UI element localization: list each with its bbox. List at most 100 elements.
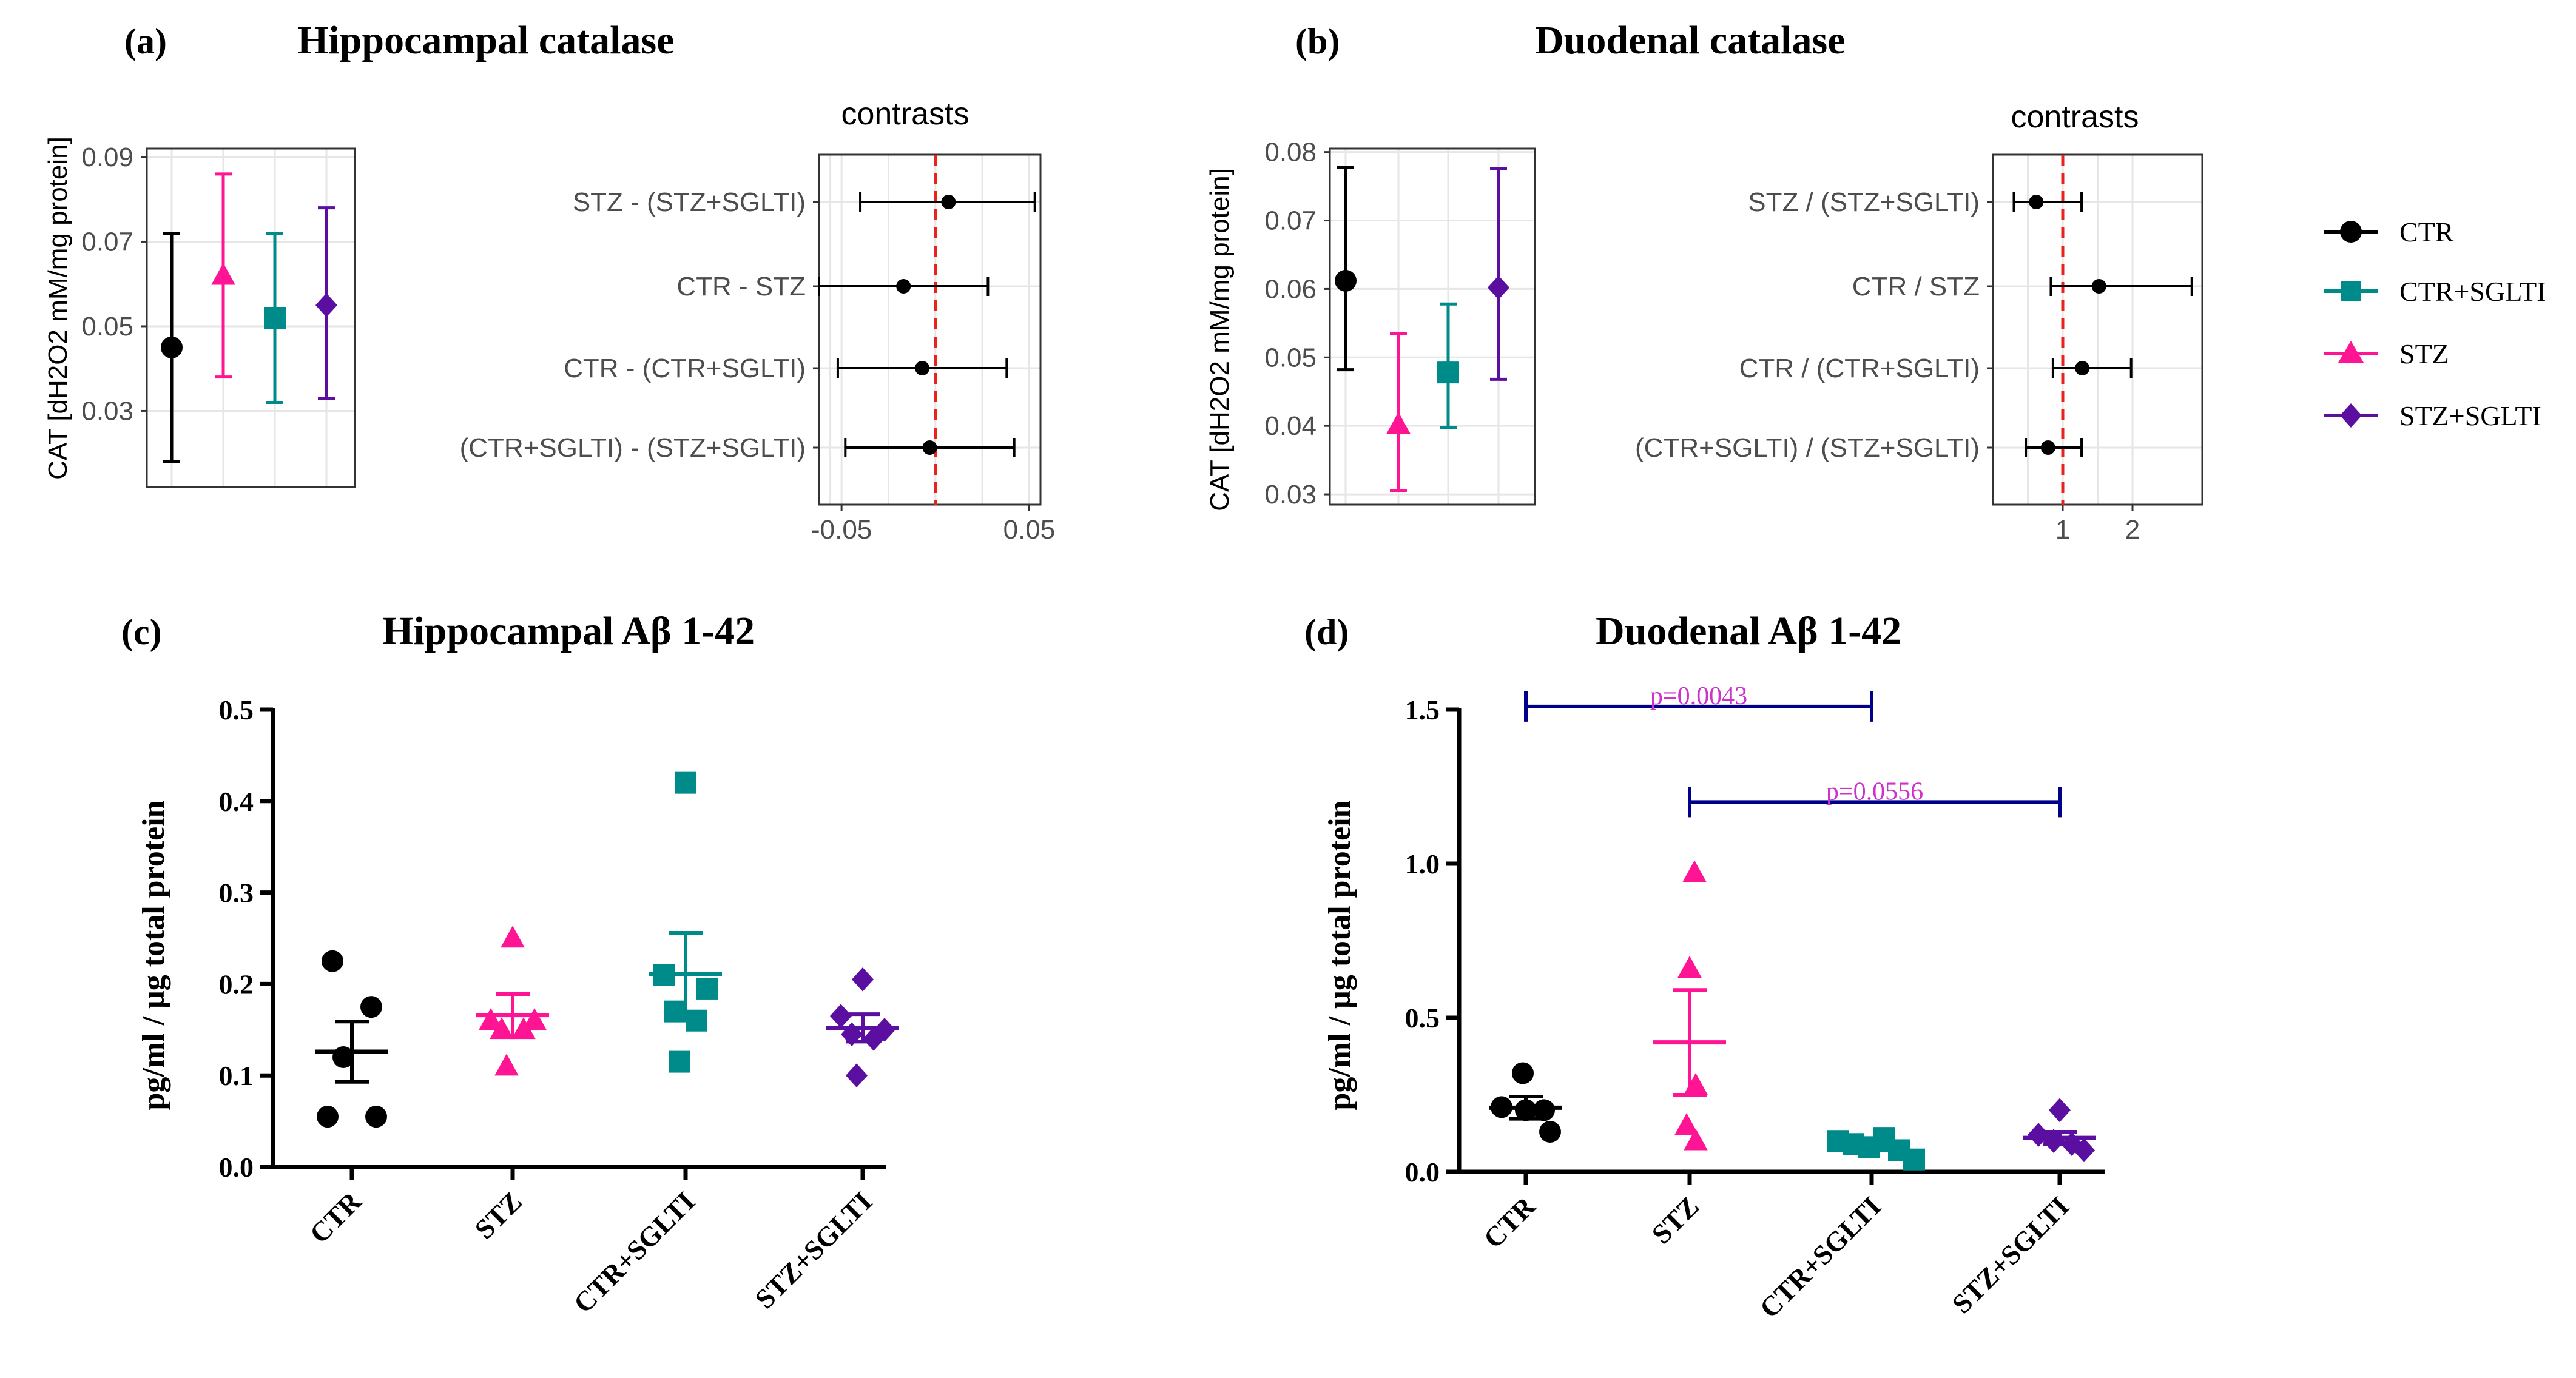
panel-c-y-tick-label: 0.3: [219, 878, 254, 909]
contrasts-a-title: contrasts: [841, 96, 969, 132]
panel-a-estimate-ctr-ctr-sglti: [915, 361, 930, 375]
panel-d-point-stz-sglti: [2049, 1098, 2071, 1123]
plots: 0.03 0.05 0.07 0.09 -0.05 0.05 STZ - (STZ+SGLT…: [81, 138, 2203, 1324]
panel-c-point-ctr-sglti: [675, 771, 696, 794]
contrasts-b-title: contrasts: [2011, 99, 2139, 135]
panel-c-point-stz: [522, 1008, 547, 1030]
panel-d-point-stz: [1677, 956, 1702, 978]
panel-c-y-tick-label: 0.2: [219, 969, 254, 1000]
panel-d-x-tick-label-ctr-sglti: CTR+SGLTI: [1753, 1191, 1887, 1324]
panel-c-x-tick-label-ctr-sglti: CTR+SGLTI: [567, 1186, 701, 1319]
legend-marker-stz: [2338, 341, 2364, 363]
panel-c-label: (c): [121, 612, 162, 652]
panel-c-point-ctr-sglti: [686, 1009, 707, 1032]
panel-a-row-label-stz-stz-sglti: STZ - (STZ+SGLTI): [573, 187, 806, 217]
panel-a-y-title: CAT [dH2O2 mM/mg protein]: [43, 136, 73, 480]
panel-b-mean-ctr-sglti: [1437, 361, 1459, 384]
panel-c-title: Hippocampal Aβ 1-42: [382, 609, 755, 653]
panel-b-y-tick-label: 0.03: [1264, 480, 1317, 509]
panel-c-x-tick-label-stz-sglti: STZ+SGLTI: [749, 1186, 878, 1315]
panel-d-y-tick-label: 1.0: [1405, 849, 1440, 879]
panel-a-row-label-ctr-sglti-stz-sglti: (CTR+SGLTI) - (STZ+SGLTI): [460, 433, 806, 463]
panel-c-point-ctr: [365, 1106, 387, 1128]
panel-d-x-tick-label-stz-sglti: STZ+SGLTI: [1946, 1191, 2075, 1320]
panel-c-y-tick-label: 0.4: [219, 786, 254, 817]
legend-item-ctr-sglti: CTR+SGLTI: [2324, 276, 2546, 307]
panel-c-y-tick-label: 0.5: [219, 694, 254, 725]
panel-d-point-ctr-sglti: [1903, 1148, 1925, 1171]
panel-c-point-ctr: [360, 996, 382, 1018]
panel-a-y-tick-label: 0.05: [81, 312, 133, 341]
panel-d-bracket-label-0: p=0.0043: [1650, 682, 1747, 710]
panel-d-label: (d): [1304, 612, 1349, 652]
panel-b-estimate-ctr-ctr-sglti: [2075, 361, 2090, 375]
panel-c-point-ctr-sglti: [664, 1000, 686, 1023]
panel-b-mean-stz-sglti: [1488, 275, 1509, 300]
legend-label-stz-sglti: STZ+SGLTI: [2399, 400, 2541, 431]
panel-b-y-tick-label: 0.04: [1264, 411, 1317, 441]
panel-a-mean-stz-sglti: [315, 293, 337, 317]
panel-a-estimate-ctr-sglti-stz-sglti: [922, 440, 937, 455]
panel-a-row-label-ctr-ctr-sglti: CTR - (CTR+SGLTI): [564, 354, 806, 383]
panel-c-y-title: pg/ml / μg total protein: [137, 800, 171, 1110]
panel-c-point-ctr: [317, 1106, 339, 1128]
panel-d-point-stz: [1682, 860, 1707, 882]
panel-c-point-stz: [501, 926, 525, 948]
panel-b-x-tick-label: 1: [2055, 515, 2070, 545]
panel-b-mean-ctr: [1335, 269, 1357, 292]
panel-b-plot-frame: [1992, 153, 2203, 506]
panel-c-point-stz-sglti: [830, 1004, 852, 1028]
panel-c-point-stz: [511, 1017, 536, 1040]
panel-b-row-label-ctr-stz: CTR / STZ: [1852, 272, 1980, 301]
panel-d-point-stz: [1684, 1073, 1708, 1095]
panel-b-plot-frame: [1329, 147, 1536, 506]
panel-b-mean-stz: [1386, 412, 1411, 434]
legend-marker-stz-sglti: [2340, 403, 2362, 428]
panel-a-contrasts-plot: -0.05 0.05 STZ - (STZ+SGLTI) CTR - STZ CTR -…: [460, 153, 1056, 545]
legend-item-stz: STZ: [2324, 338, 2449, 369]
panel-a-plot-frame: [818, 153, 1042, 506]
panel-c-x-tick-label-stz: STZ: [469, 1186, 528, 1245]
legend: CTR CTR+SGLTI STZ STZ+SGLTI: [2324, 217, 2546, 431]
panel-c-point-ctr-sglti: [696, 977, 718, 1000]
legend-marker-ctr: [2340, 221, 2362, 243]
panel-b-means-plot: 0.03 0.04 0.05 0.06 0.07 0.08: [1264, 138, 1536, 509]
panel-c-point-ctr-sglti: [669, 1050, 690, 1073]
legend-item-ctr: CTR: [2324, 217, 2454, 247]
panel-c-dot-plot: 0.0 0.1 0.2 0.3 0.4 0.5 CTR STZ CTR+SGLTI STZ+SGL…: [219, 694, 899, 1319]
panel-d-point-ctr: [1539, 1120, 1561, 1143]
panel-d-y-tick-label: 0.5: [1405, 1003, 1440, 1034]
panel-a-y-tick-label: 0.03: [81, 396, 133, 426]
panel-b-y-tick-label: 0.06: [1264, 274, 1317, 304]
panel-d-point-stz: [1684, 1128, 1708, 1151]
panel-d-point-ctr: [1512, 1062, 1534, 1084]
panel-c-x-tick-label-ctr: CTR: [303, 1185, 367, 1249]
panel-c-point-stz-sglti: [852, 967, 874, 992]
panel-b-row-label-ctr-ctr-sglti: CTR / (CTR+SGLTI): [1739, 354, 1980, 383]
panel-d-y-title: pg/ml / μg total protein: [1323, 800, 1357, 1110]
panel-b-row-label-ctr-sglti-stz-sglti: (CTR+SGLTI) / (STZ+SGLTI): [1635, 433, 1980, 463]
panel-a-estimate-ctr-stz: [896, 279, 911, 294]
panel-b-title: Duodenal catalase: [1535, 18, 1846, 62]
panel-b-x-tick-label: 2: [2125, 515, 2140, 545]
panel-d-title: Duodenal Aβ 1-42: [1596, 609, 1901, 653]
legend-label-stz: STZ: [2399, 338, 2449, 369]
legend-label-ctr-sglti: CTR+SGLTI: [2399, 276, 2546, 307]
panel-a-means-plot: 0.03 0.05 0.07 0.09: [81, 143, 356, 488]
panel-c-point-stz: [479, 1008, 503, 1030]
panel-a-x-tick-label: 0.05: [1003, 515, 1056, 545]
panel-d-x-tick-label-ctr: CTR: [1477, 1190, 1541, 1254]
panel-d-point-stz: [1674, 1113, 1699, 1135]
panel-d-y-tick-label: 1.5: [1405, 694, 1440, 725]
panel-a-mean-stz: [211, 263, 235, 285]
panel-b-label: (b): [1295, 21, 1340, 61]
panel-c-point-stz: [490, 1017, 514, 1040]
panel-b-estimate-stz-stz-sglti: [2029, 195, 2044, 209]
panel-b-y-tick-label: 0.07: [1264, 206, 1317, 236]
panel-c-point-stz-sglti: [846, 1063, 868, 1087]
panel-c-y-tick-label: 0.1: [219, 1060, 254, 1091]
panel-a-x-tick-label: -0.05: [811, 515, 872, 545]
panel-a-y-tick-label: 0.09: [81, 143, 133, 172]
panel-d-point-stz-sglti: [2073, 1138, 2095, 1163]
